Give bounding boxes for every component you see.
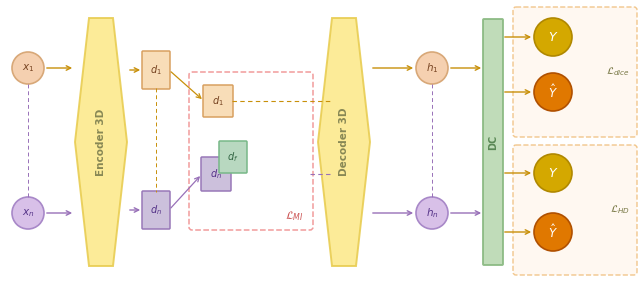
Text: $h_1$: $h_1$ — [426, 61, 438, 75]
FancyBboxPatch shape — [513, 145, 637, 275]
Text: $\hat{Y}$: $\hat{Y}$ — [548, 83, 558, 101]
Text: $Y$: $Y$ — [548, 30, 558, 43]
Text: $d_n$: $d_n$ — [210, 167, 222, 181]
FancyBboxPatch shape — [142, 51, 170, 89]
Text: $\mathcal{L}_{dice}$: $\mathcal{L}_{dice}$ — [606, 66, 630, 78]
Text: $d_1$: $d_1$ — [212, 94, 224, 108]
Text: $Y$: $Y$ — [548, 166, 558, 179]
FancyBboxPatch shape — [483, 19, 503, 265]
Circle shape — [12, 197, 44, 229]
FancyBboxPatch shape — [219, 141, 247, 173]
Circle shape — [416, 197, 448, 229]
FancyBboxPatch shape — [201, 157, 231, 191]
Text: $\hat{Y}$: $\hat{Y}$ — [548, 223, 558, 241]
Text: Decoder 3D: Decoder 3D — [339, 108, 349, 176]
Text: $\mathcal{L}_{HD}$: $\mathcal{L}_{HD}$ — [610, 204, 630, 216]
Text: $d_1$: $d_1$ — [150, 63, 162, 77]
Text: $d_n$: $d_n$ — [150, 203, 162, 217]
Text: DC: DC — [488, 134, 498, 150]
Polygon shape — [75, 18, 127, 266]
Circle shape — [416, 52, 448, 84]
Text: $x_n$: $x_n$ — [22, 207, 35, 219]
Text: $d_f$: $d_f$ — [227, 150, 239, 164]
Polygon shape — [318, 18, 370, 266]
FancyBboxPatch shape — [203, 85, 233, 117]
Circle shape — [534, 73, 572, 111]
Text: $\mathcal{L}_{MI}$: $\mathcal{L}_{MI}$ — [285, 209, 304, 223]
Circle shape — [534, 18, 572, 56]
FancyBboxPatch shape — [142, 191, 170, 229]
Circle shape — [534, 154, 572, 192]
Text: $h_n$: $h_n$ — [426, 206, 438, 220]
Text: Encoder 3D: Encoder 3D — [96, 108, 106, 176]
Circle shape — [534, 213, 572, 251]
Circle shape — [12, 52, 44, 84]
Text: $x_1$: $x_1$ — [22, 62, 34, 74]
FancyBboxPatch shape — [513, 7, 637, 137]
